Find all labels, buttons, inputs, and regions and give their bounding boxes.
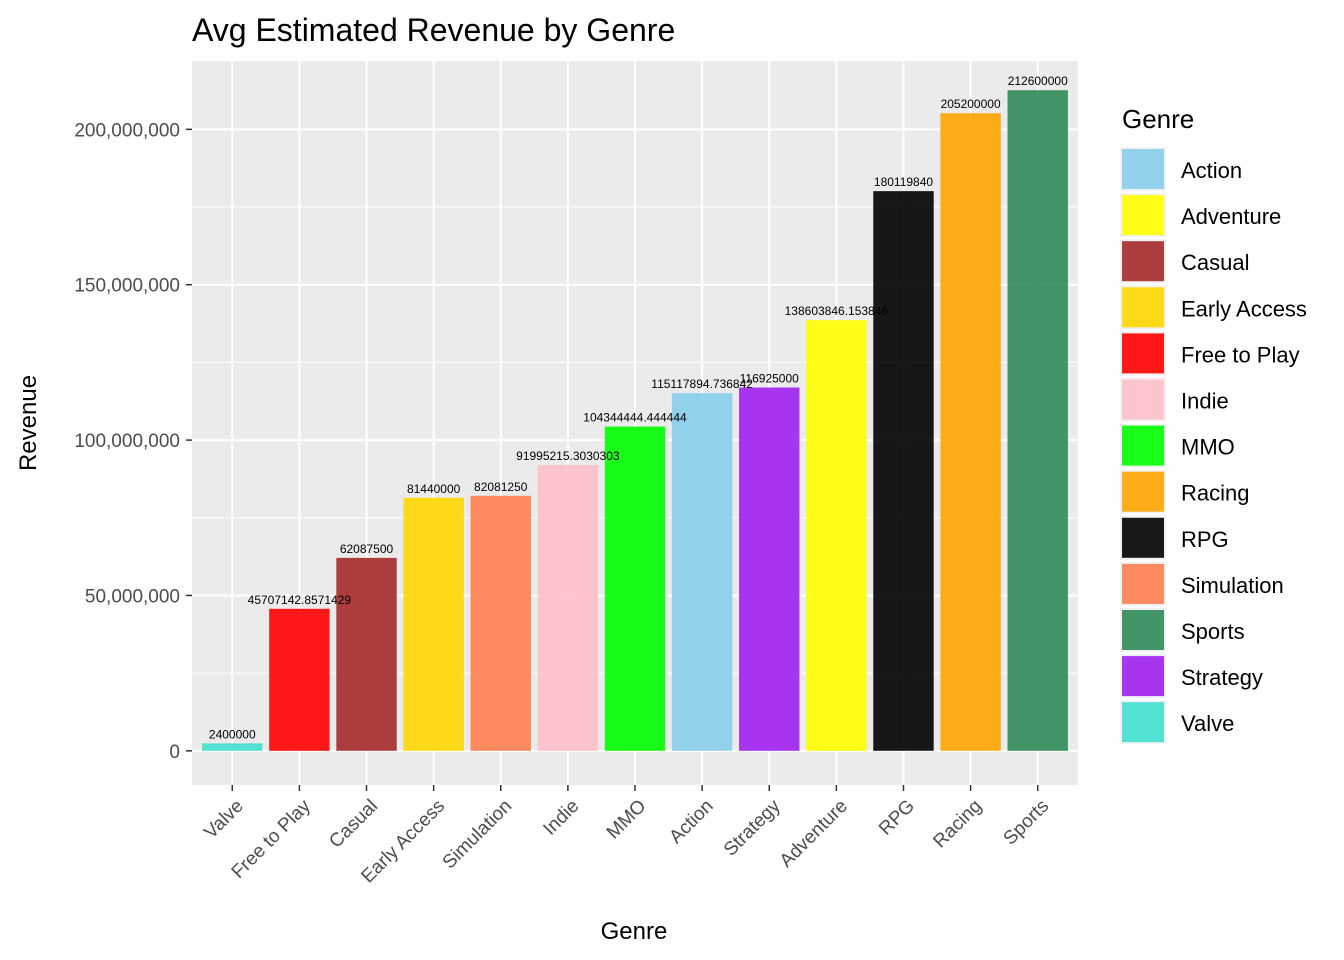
bar — [671, 393, 733, 751]
x-tick-label: Sports — [1000, 796, 1054, 850]
legend-swatch — [1122, 195, 1164, 236]
y-tick-label: 100,000,000 — [74, 431, 180, 452]
bar-value-label: 116925000 — [740, 371, 800, 385]
legend-label: MMO — [1181, 435, 1235, 460]
y-tick-label: 200,000,000 — [74, 120, 180, 141]
legend-label: Casual — [1181, 250, 1249, 275]
bar — [336, 557, 397, 751]
chart-title: Avg Estimated Revenue by Genre — [192, 12, 675, 48]
x-tick-label: Adventure — [776, 796, 852, 872]
bar-value-label: 205200000 — [941, 97, 1001, 111]
legend-label: Valve — [1181, 711, 1234, 736]
bar-value-label: 2400000 — [209, 727, 256, 741]
bar-value-label: 91995215.3030303 — [516, 449, 620, 463]
x-tick-label: Casual — [325, 796, 382, 853]
y-tick-label: 50,000,000 — [85, 586, 180, 607]
bar — [806, 320, 867, 751]
legend-swatch — [1122, 702, 1164, 743]
bar — [873, 191, 934, 751]
legend-swatch — [1122, 241, 1164, 282]
legend-label: Indie — [1181, 389, 1229, 414]
legend-label: Adventure — [1181, 204, 1281, 229]
legend-swatch — [1122, 656, 1164, 697]
x-tick-label: Simulation — [439, 796, 517, 874]
bar-value-label: 62087500 — [340, 542, 394, 556]
bar — [537, 464, 599, 751]
x-tick-label: Strategy — [720, 795, 785, 860]
legend-label: Sports — [1181, 619, 1245, 644]
x-axis-title: Genre — [601, 918, 668, 945]
legend-swatch — [1122, 471, 1164, 512]
y-tick-label: 0 — [169, 742, 180, 763]
bar — [940, 113, 1001, 751]
bars — [202, 90, 1068, 751]
x-tick-label: RPG — [875, 796, 919, 840]
legend-swatch — [1122, 287, 1164, 328]
y-axis-title: Revenue — [15, 375, 42, 471]
legend-swatch — [1122, 333, 1164, 374]
legend-swatch — [1122, 149, 1164, 189]
legend-swatch — [1122, 563, 1164, 604]
bar-value-label: 81440000 — [407, 482, 461, 496]
legend-label: Strategy — [1181, 665, 1263, 690]
bar — [202, 743, 263, 751]
x-tick-label: MMO — [603, 796, 651, 844]
x-tick-label: Valve — [200, 796, 247, 843]
x-tick-label: Racing — [929, 796, 986, 853]
bar — [739, 387, 800, 751]
legend-label: Action — [1181, 158, 1242, 183]
y-axis: 0 50,000,000 100,000,000 150,000,000 200,000… — [74, 120, 192, 763]
legend-swatch — [1122, 610, 1164, 650]
y-tick-label: 150,000,000 — [74, 276, 180, 297]
legend-label: Free to Play — [1181, 342, 1300, 367]
bar-value-label: 212600000 — [1008, 74, 1068, 88]
x-tick-label: Action — [665, 796, 717, 848]
bar — [269, 608, 330, 751]
bar-value-label: 82081250 — [474, 480, 528, 494]
bar — [604, 426, 666, 751]
legend-swatch — [1122, 379, 1164, 420]
legend-label: Racing — [1181, 481, 1249, 506]
legend-label: RPG — [1181, 527, 1229, 552]
bar-value-label: 180119840 — [874, 175, 934, 189]
x-tick-label: Indie — [539, 796, 583, 840]
bar — [470, 495, 531, 751]
bar — [403, 497, 464, 751]
bar-value-label: 115117894.736842 — [651, 377, 753, 391]
bar-value-label: 45707142.8571429 — [248, 593, 352, 607]
legend-title: Genre — [1122, 104, 1194, 134]
legend-swatch — [1122, 517, 1164, 558]
bar — [1007, 90, 1068, 751]
legend-label: Early Access — [1181, 296, 1307, 321]
bar-value-label: 138603846.153846 — [785, 304, 889, 318]
legend-swatch — [1122, 425, 1164, 466]
legend-label: Simulation — [1181, 573, 1284, 598]
bar-value-labels: 2400000 45707142.8571429 62087500 81440000 8… — [209, 74, 1068, 741]
legend: Genre Action Adventure Casual Early Access F… — [1120, 104, 1307, 745]
bar-value-label: 104344444.444444 — [583, 411, 687, 425]
